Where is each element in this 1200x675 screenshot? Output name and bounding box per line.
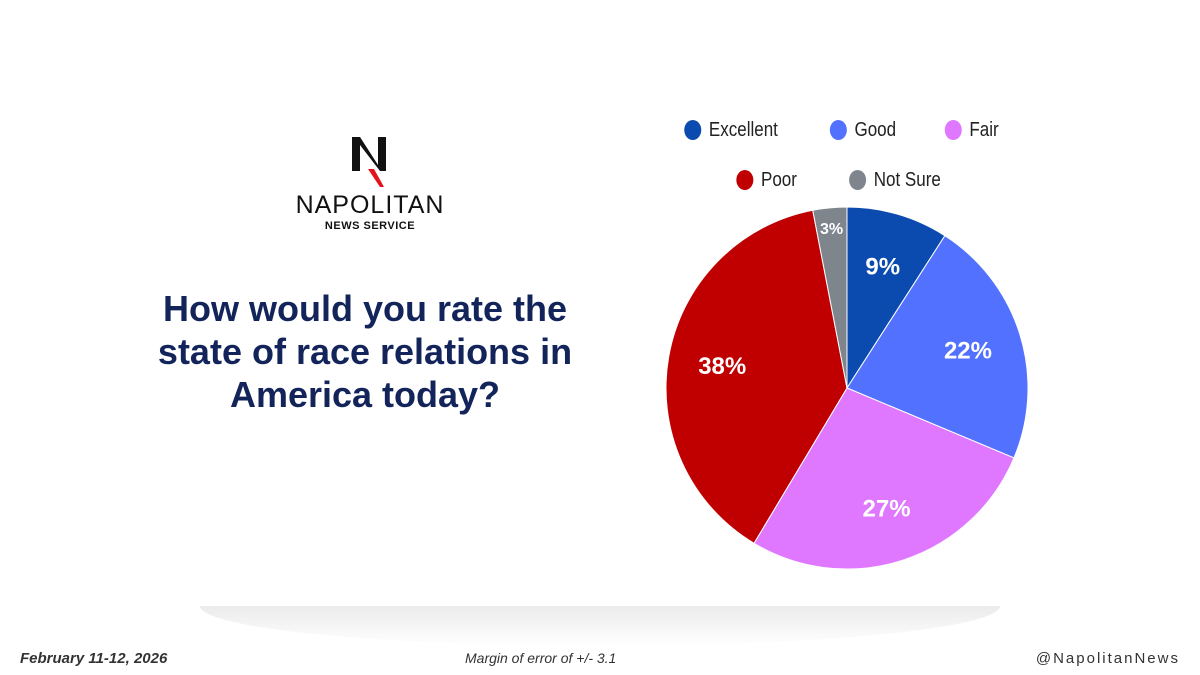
chart-legend: Excellent Good Fair Poor Not Sure <box>640 105 1040 205</box>
legend-swatch <box>684 120 702 140</box>
data-label: 38% <box>698 353 746 380</box>
legend-swatch <box>945 120 963 140</box>
data-label: 27% <box>863 495 911 522</box>
legend-label: Excellent <box>709 118 779 141</box>
napolitan-n-icon <box>352 137 386 187</box>
data-label: 3% <box>820 221 843 238</box>
pie-slice-fair <box>753 387 1015 570</box>
legend-label: Not Sure <box>873 168 941 191</box>
survey-date: February 11-12, 2026 <box>20 650 168 667</box>
napolitan-logo: NAPOLITAN NEWS SERVICE <box>280 135 460 232</box>
legend-swatch <box>736 170 754 190</box>
pie-slice-good <box>846 235 1029 459</box>
pie-slice-poor <box>665 209 848 544</box>
legend-label: Fair <box>969 118 1000 141</box>
legend-label: Good <box>854 118 897 141</box>
legend-item-fair: Fair <box>945 119 999 142</box>
data-label: 9% <box>865 253 900 280</box>
question-title: How would you rate the state of race rel… <box>157 288 573 415</box>
legend-swatch <box>848 170 866 190</box>
social-handle: @NapolitanNews <box>1035 650 1180 667</box>
brand-name: NAPOLITAN <box>295 191 445 219</box>
pie-slice-not-sure <box>812 206 848 389</box>
legend-item-good: Good <box>830 119 896 142</box>
data-label: 22% <box>944 337 992 364</box>
legend-label: Poor <box>761 168 798 191</box>
legend-item-not-sure: Not Sure <box>848 168 941 192</box>
brand-subtitle: NEWS SERVICE <box>324 220 416 232</box>
legend-item-poor: Poor <box>736 168 798 192</box>
margin-of-error: Margin of error of +/- 3.1 <box>465 650 617 666</box>
legend-swatch <box>830 120 848 140</box>
pie-slice-excellent <box>846 206 946 390</box>
legend-item-excellent: Excellent <box>684 119 778 142</box>
